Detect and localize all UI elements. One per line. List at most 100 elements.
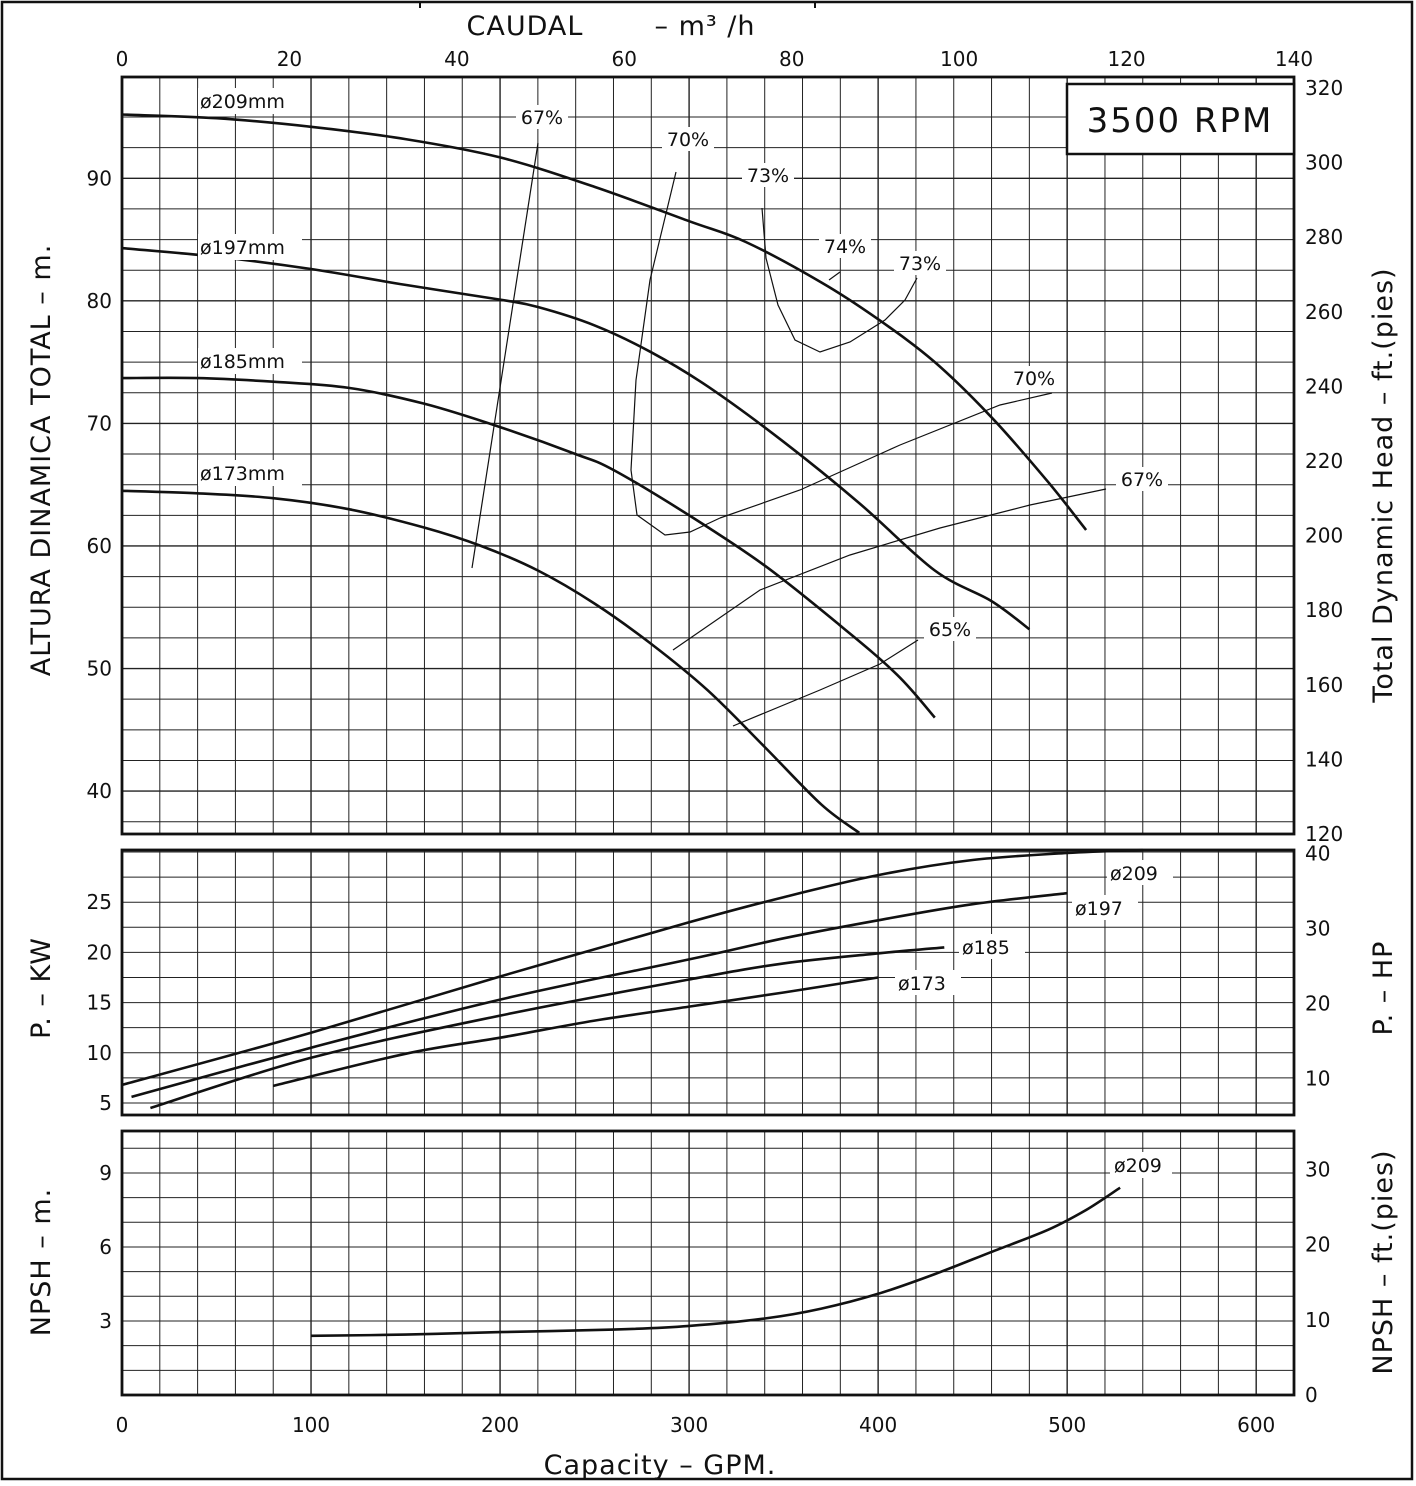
head-left-tick-label: 60 <box>87 534 112 558</box>
power-right-tick-label: 20 <box>1305 991 1330 1015</box>
npsh-right-axis-title: NPSH – ft.(pies) <box>1368 1149 1399 1374</box>
efficiency-line <box>630 171 721 536</box>
head-right-axis-title: Total Dynamic Head – ft.(pies) <box>1368 267 1399 703</box>
power-label-bg <box>1072 895 1138 920</box>
head-curve-label: ø185mm <box>200 351 285 373</box>
efficiency-line <box>761 207 918 353</box>
head-label-bg <box>198 348 302 374</box>
head-curve-ø209mm <box>121 113 1088 531</box>
bottom-tick-label: 200 <box>481 1413 519 1437</box>
efficiency-label-bg <box>516 105 568 129</box>
head-left-tick-label: 50 <box>87 657 112 681</box>
power-right-axis-title: P. – HP <box>1368 941 1399 1036</box>
efficiency-label: 67% <box>521 107 563 129</box>
efficiency-label-bg <box>894 251 946 275</box>
top-tick-label: 0 <box>116 47 129 71</box>
power-right-tick-label: 30 <box>1305 917 1330 941</box>
efficiency-line <box>732 639 919 727</box>
power-left-tick-label: 10 <box>87 1041 112 1065</box>
power-curve-label: ø173 <box>898 973 946 995</box>
efficiency-label: 73% <box>747 165 789 187</box>
top-tick-label: 100 <box>940 47 978 71</box>
npsh-right-tick-label: 20 <box>1305 1233 1330 1257</box>
head-left-tick-label: 70 <box>87 411 112 435</box>
head-right-tick-label: 140 <box>1305 747 1343 771</box>
power-curve-ø197 <box>131 891 1068 1099</box>
text-layer: ø209mm ø197mm ø185mm ø173mm ø209 ø197 ø185 ø173… <box>87 47 1344 1437</box>
power-curve-label: ø209 <box>1110 863 1158 885</box>
bottom-tick-label: 0 <box>116 1413 129 1437</box>
top-tick-label: 120 <box>1107 47 1145 71</box>
rpm-label: 3500 RPM <box>1087 101 1274 141</box>
power-label-bg <box>895 970 961 995</box>
head-label-bg <box>198 234 302 260</box>
power-curve-ø209 <box>121 848 1143 1087</box>
power-label-bg <box>959 934 1025 959</box>
top-axis-unit: – m³ /h <box>655 11 756 42</box>
head-label-bg <box>198 460 302 486</box>
efficiency-label: 73% <box>899 253 941 275</box>
efficiency-label: 65% <box>929 619 971 641</box>
efficiency-label: 67% <box>1121 469 1163 491</box>
efficiency-label-bg <box>662 127 714 151</box>
efficiency-layer <box>471 142 1107 727</box>
npsh-curve-label: ø209 <box>1114 1155 1162 1177</box>
head-right-tick-label: 220 <box>1305 449 1343 473</box>
npsh-left-axis-title: NPSH – m. <box>26 1188 57 1336</box>
head-right-tick-label: 300 <box>1305 151 1343 175</box>
power-left-axis-title: P. – KW <box>26 937 57 1039</box>
power-right-tick-label: 10 <box>1305 1066 1330 1090</box>
power-left-tick-label: 25 <box>87 890 112 914</box>
head-left-axis-title: ALTURA DINAMICA TOTAL – m. <box>26 244 57 677</box>
npsh-right-tick-label: 30 <box>1305 1157 1330 1181</box>
power-curve-label: ø185 <box>962 937 1010 959</box>
npsh-curve-ø209 <box>310 1186 1121 1338</box>
head-left-tick-label: 90 <box>87 166 112 190</box>
efficiency-label-bg <box>819 234 871 258</box>
head-curve-ø185mm <box>121 376 936 719</box>
head-right-tick-label: 320 <box>1305 76 1343 100</box>
npsh-right-tick-label: 0 <box>1305 1383 1318 1407</box>
power-curve-label: ø197 <box>1075 898 1123 920</box>
head-left-tick-label: 80 <box>87 289 112 313</box>
efficiency-label: 70% <box>1013 368 1055 390</box>
head-right-tick-label: 260 <box>1305 300 1343 324</box>
power-label-bg <box>1107 860 1173 885</box>
power-left-tick-label: 5 <box>99 1091 112 1115</box>
bottom-tick-label: 400 <box>859 1413 897 1437</box>
head-curve-ø173mm <box>121 489 860 834</box>
bottom-tick-label: 500 <box>1048 1413 1086 1437</box>
curve-layer <box>121 113 1143 1338</box>
bottom-tick-label: 300 <box>670 1413 708 1437</box>
top-tick-label: 60 <box>612 47 637 71</box>
power-curve-ø173 <box>272 976 879 1088</box>
panel-frame-pow <box>120 848 1296 1117</box>
npsh-left-tick-label: 9 <box>99 1161 112 1185</box>
efficiency-label: 70% <box>667 129 709 151</box>
head-right-tick-label: 180 <box>1305 598 1343 622</box>
npsh-left-tick-label: 6 <box>99 1235 112 1259</box>
head-left-tick-label: 40 <box>87 779 112 803</box>
head-curve-label: ø173mm <box>200 463 285 485</box>
efficiency-label: 74% <box>824 236 866 258</box>
head-right-tick-label: 240 <box>1305 374 1343 398</box>
grid-layer <box>122 77 1294 1395</box>
rpm-box <box>1065 82 1296 156</box>
efficiency-label-bg <box>924 617 976 641</box>
efficiency-label-bg <box>1116 467 1168 491</box>
top-tick-label: 20 <box>277 47 302 71</box>
top-tick-label: 80 <box>779 47 804 71</box>
head-right-tick-label: 200 <box>1305 524 1343 548</box>
panel-frame-head <box>120 75 1296 836</box>
bottom-tick-label: 100 <box>292 1413 330 1437</box>
panel-frame-npsh <box>120 1129 1296 1397</box>
power-curve-ø185 <box>150 946 945 1110</box>
panel-frames <box>120 2 1296 1397</box>
npsh-label-bg <box>1110 1152 1172 1178</box>
head-right-tick-label: 120 <box>1305 822 1343 846</box>
top-axis-title: CAUDAL <box>467 11 584 42</box>
top-tick-label: 140 <box>1275 47 1313 71</box>
